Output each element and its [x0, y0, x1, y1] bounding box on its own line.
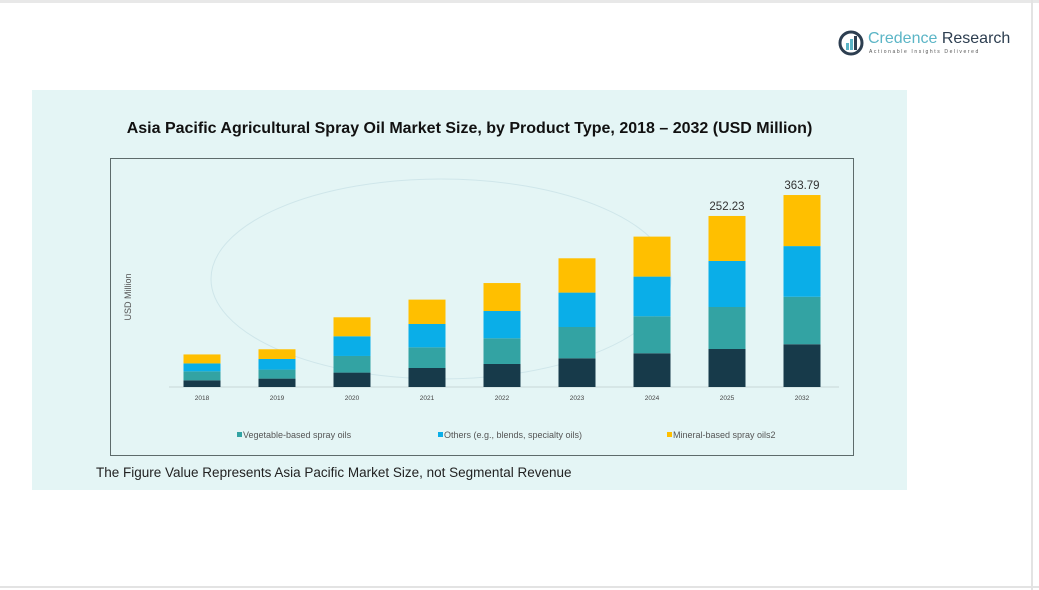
data-label: 363.79 [784, 180, 819, 192]
bottom-border [0, 586, 1039, 588]
bar-2022-series-3 [483, 283, 521, 312]
legend-swatch [237, 432, 242, 437]
bar-2025-series-3 [708, 215, 746, 261]
bar-2021-series-2 [408, 323, 446, 348]
legend-swatch [438, 432, 443, 437]
x-tick-label: 2023 [570, 395, 585, 402]
bar-2020-series-0 [333, 372, 371, 387]
bar-2032-series-3 [783, 195, 821, 247]
x-tick-label: 2032 [795, 395, 810, 402]
x-tick-label: 2018 [195, 395, 210, 402]
bar-2018-series-1 [183, 371, 221, 381]
bar-2022-series-2 [483, 311, 521, 339]
x-tick-label: 2025 [720, 395, 735, 402]
bar-2020-series-3 [333, 317, 371, 337]
bar-2025-series-0 [708, 349, 746, 387]
bar-2023-series-3 [558, 258, 596, 293]
chart-svg: USD Million 2018 2019 2020 2021 2022 2023 2024 2… [123, 178, 839, 440]
bar-2024-series-0 [633, 353, 671, 387]
bar-2023-series-2 [558, 292, 596, 327]
bar-2019-series-2 [258, 358, 296, 370]
chart-box: USD Million 2018 2019 2020 2021 2022 2023 2024 2… [110, 158, 854, 456]
bar-2025-series-2 [708, 260, 746, 307]
bar-2019-series-3 [258, 349, 296, 359]
y-axis-label: USD Million [123, 273, 133, 320]
bar-2021-series-3 [408, 299, 446, 324]
x-tick-label: 2021 [420, 395, 435, 402]
bar-2020-series-2 [333, 336, 371, 356]
bar-2025-series-1 [708, 307, 746, 350]
chart-panel: Asia Pacific Agricultural Spray Oil Mark… [32, 90, 907, 490]
bar-2019-series-0 [258, 378, 296, 387]
x-tick-label: 2024 [645, 395, 660, 402]
bar-2018-series-0 [183, 380, 221, 387]
bar-2032-series-0 [783, 344, 821, 387]
data-label: 252.23 [709, 201, 744, 213]
bar-2021-series-0 [408, 368, 446, 387]
bar-2022-series-1 [483, 338, 521, 364]
bar-2018-series-3 [183, 354, 221, 364]
bar-2023-series-1 [558, 327, 596, 359]
legend-label: Vegetable-based spray oils [243, 430, 352, 440]
bar-2019-series-1 [258, 369, 296, 379]
logo-tagline: Actionable Insights Delivered [869, 49, 980, 55]
bar-2021-series-1 [408, 347, 446, 369]
credence-research-logo: Credence Research Actionable Insights De… [838, 30, 1018, 60]
bar-2022-series-0 [483, 363, 521, 387]
x-tick-label: 2022 [495, 395, 510, 402]
bar-2032-series-2 [783, 246, 821, 297]
bar-2024-series-1 [633, 316, 671, 354]
logo-icon [838, 30, 864, 56]
bar-2018-series-2 [183, 363, 221, 372]
footnote: The Figure Value Represents Asia Pacific… [96, 465, 572, 480]
logo-text: Credence Research [868, 30, 1010, 48]
top-border [0, 0, 1039, 3]
right-border [1031, 0, 1033, 590]
chart-title: Asia Pacific Agricultural Spray Oil Mark… [126, 120, 813, 137]
legend-swatch [667, 432, 672, 437]
logo-brand-a: Credence [868, 30, 938, 47]
bar-2023-series-0 [558, 358, 596, 387]
logo-brand-b: Research [941, 30, 1011, 47]
bar-2032-series-1 [783, 296, 821, 345]
x-tick-label: 2020 [345, 395, 360, 402]
bar-2020-series-1 [333, 355, 371, 373]
legend-label: Others (e.g., blends, specialty oils) [444, 430, 582, 440]
x-tick-label: 2019 [270, 395, 285, 402]
legend-label: Mineral-based spray oils2 [673, 430, 776, 440]
bar-2024-series-2 [633, 276, 671, 317]
bar-2024-series-3 [633, 236, 671, 277]
